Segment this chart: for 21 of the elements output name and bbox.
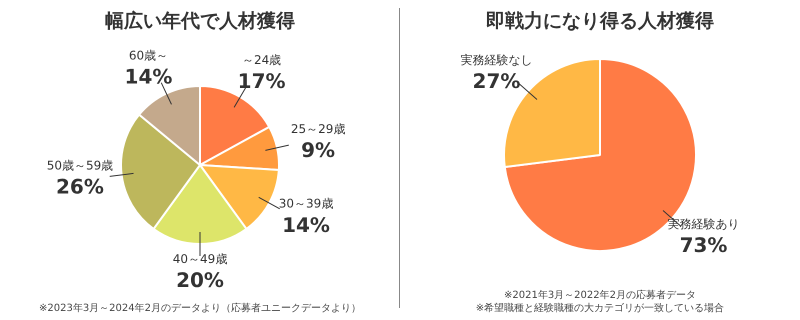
data-label: 27% [472,69,520,94]
data-label: 14% [282,212,330,237]
slice-label: 30～39歳 [278,196,334,211]
slice-label: ～24歳 [242,53,282,68]
slice-label: 実務経験あり [668,217,740,232]
data-label: 9% [301,138,336,162]
data-label: 17% [238,69,286,94]
slice-label: 40～49歳 [172,252,228,266]
chart-title: 幅広い年代で人材獲得 [104,9,296,34]
slice-label: 50歳～59歳 [46,158,114,173]
data-label: 26% [56,174,104,199]
data-label: 73% [680,233,728,258]
chart-title: 即戦力になり得る人材獲得 [485,9,715,34]
slice-label: 実務経験なし [460,53,532,68]
data-label: 14% [124,64,172,88]
data-label: 20% [176,268,224,292]
slice-label: 60歳～ [128,48,168,62]
text: ※2021年3月～2022年2月の応募者データ [502,289,697,302]
text: ※希望職種と経験職種の大カテゴリが一致している場合 [474,302,726,315]
text: ※2023年3月～2024年2月のデータより（応募者ユニークデータより） [38,302,362,315]
slice-label: 25～29歳 [290,122,346,136]
